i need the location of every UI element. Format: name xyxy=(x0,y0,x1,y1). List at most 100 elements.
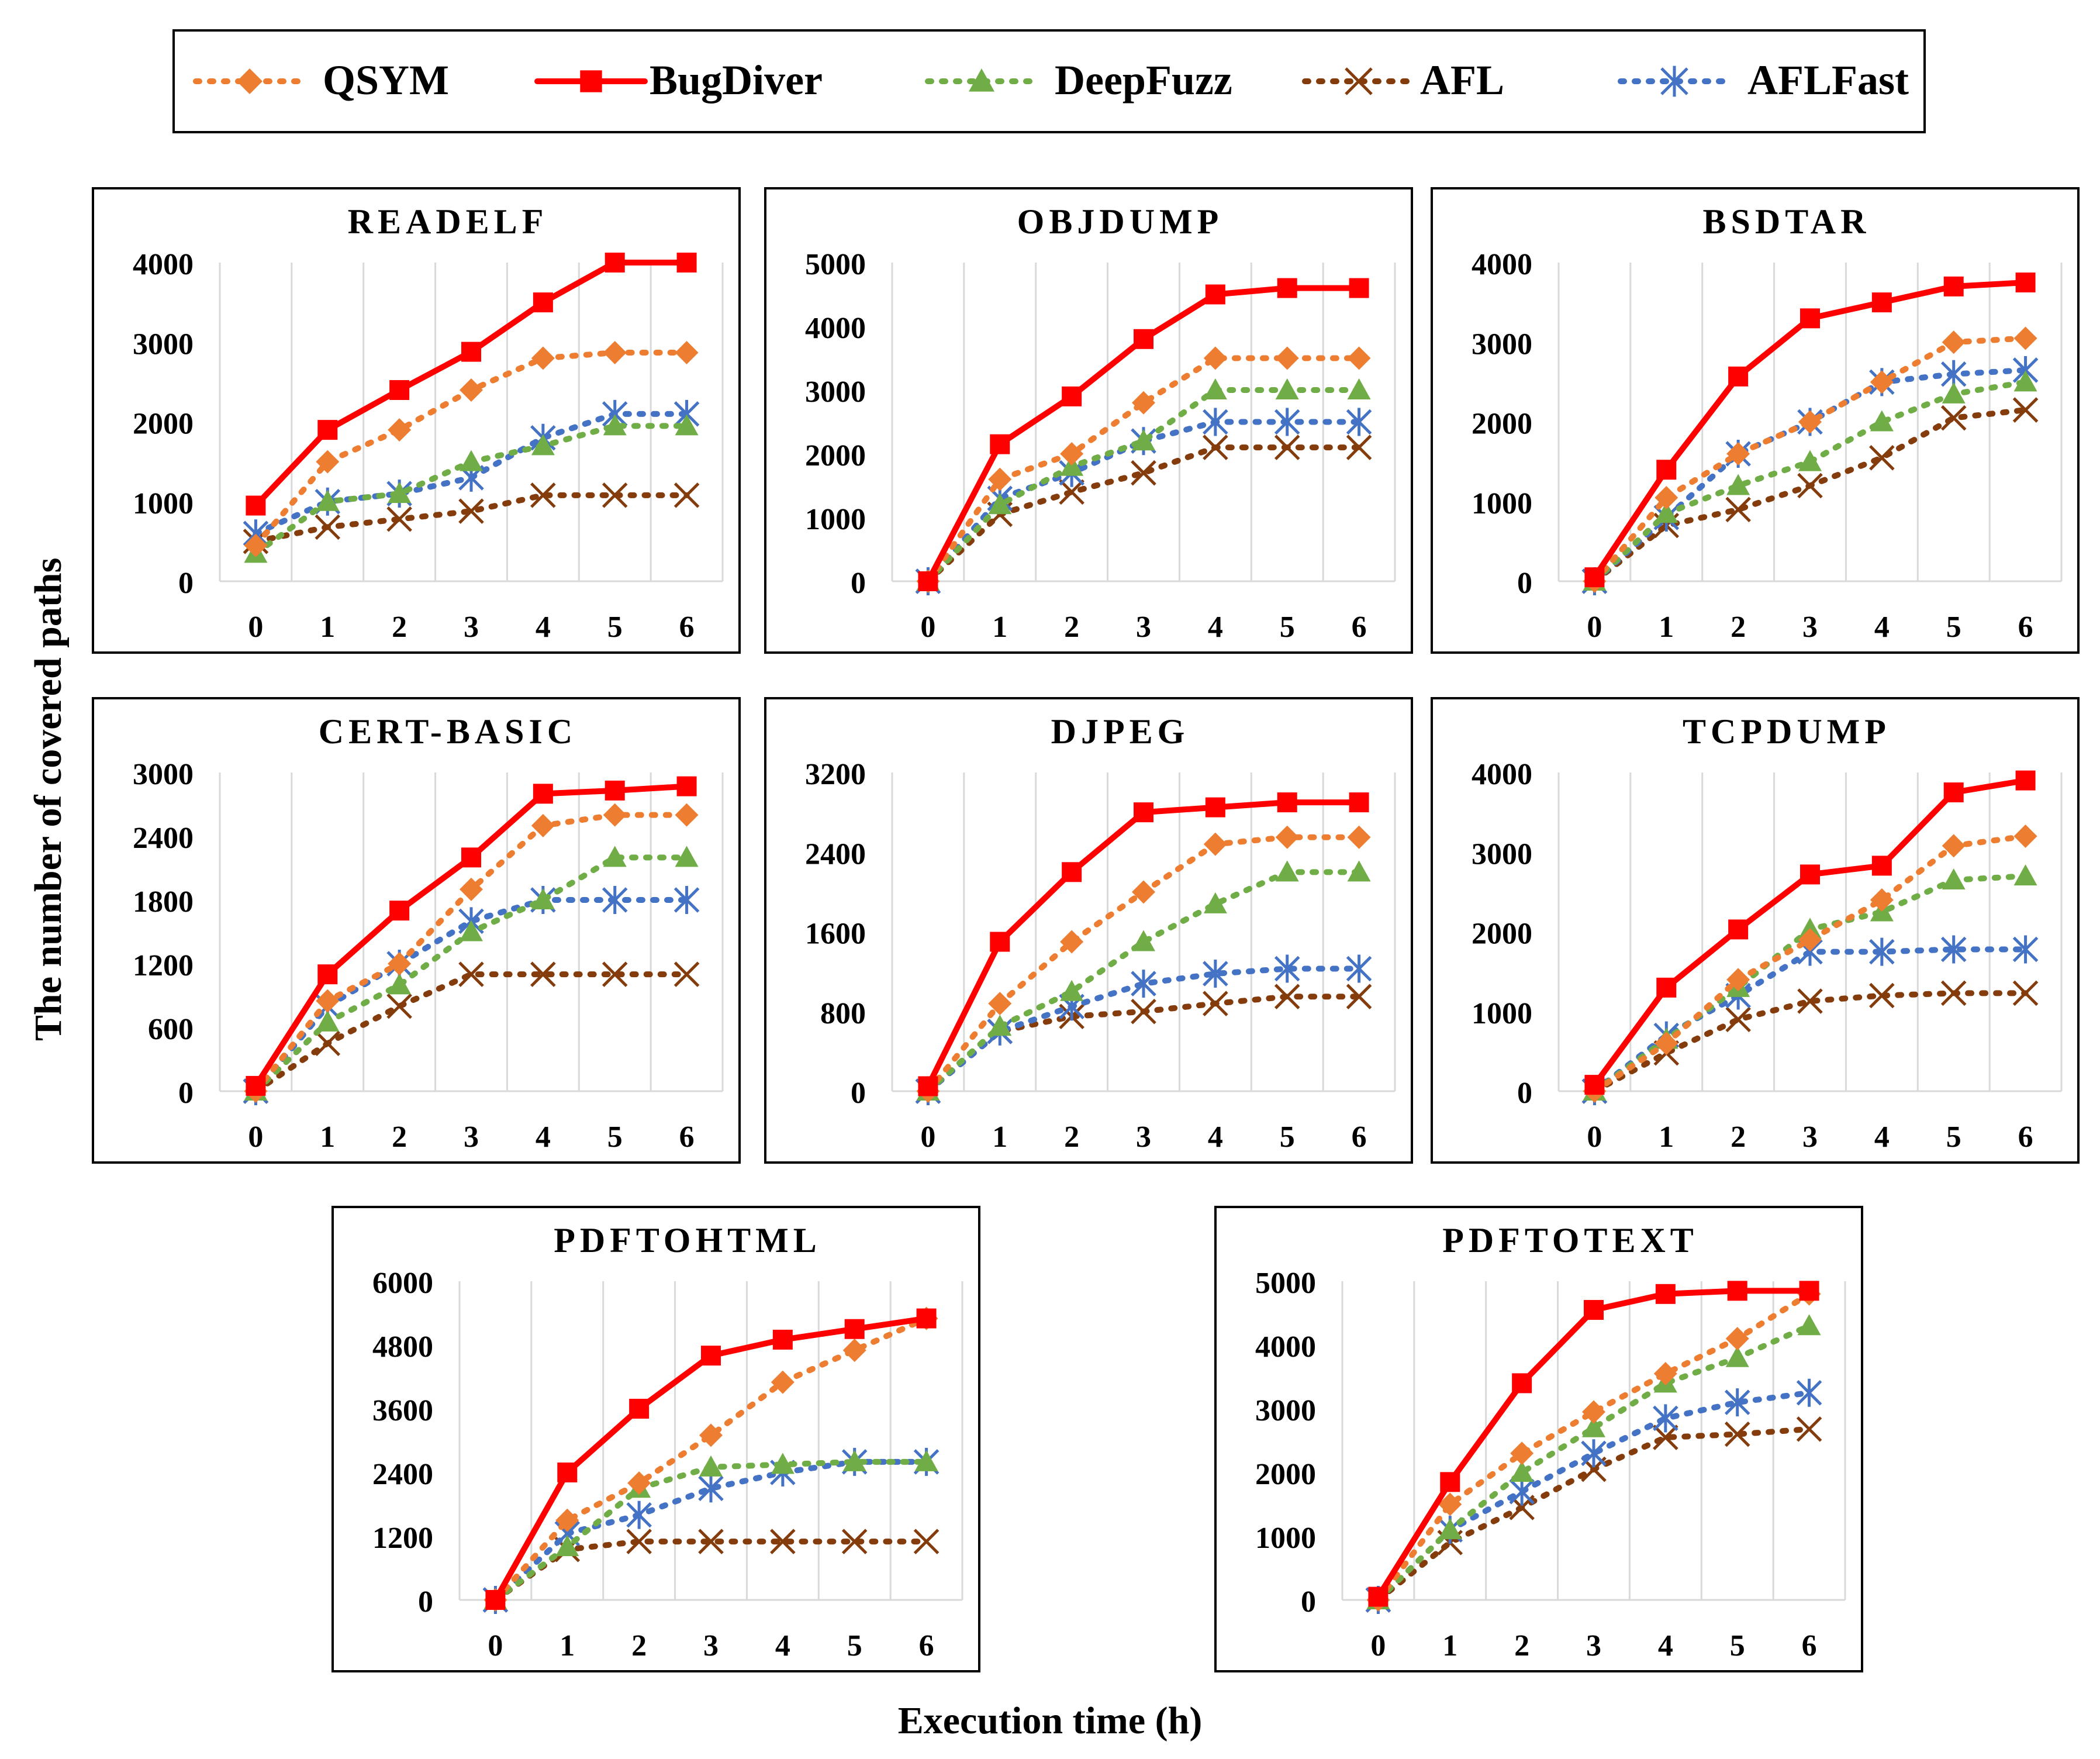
y-tick-label: 3000 xyxy=(1255,1394,1316,1427)
x-tick-label: 1 xyxy=(1659,611,1674,644)
data-point-deepfuzz xyxy=(316,1010,340,1032)
data-point-afl xyxy=(770,1529,796,1554)
data-point-qsym xyxy=(316,989,340,1013)
y-tick-label: 6000 xyxy=(372,1267,433,1300)
data-point-bugdiver xyxy=(389,901,410,921)
y-tick-label: 2000 xyxy=(805,439,866,472)
data-point-aflfast xyxy=(1203,408,1228,436)
data-point-qsym xyxy=(1653,1362,1677,1386)
y-tick-label: 0 xyxy=(1517,1077,1532,1110)
legend-label-afl: AFL xyxy=(1420,57,1504,104)
data-point-qsym xyxy=(460,378,483,402)
data-point-afl xyxy=(2012,980,2039,1006)
x-tick-label: 1 xyxy=(1659,1120,1674,1154)
data-point-aflfast xyxy=(1274,954,1300,983)
x-tick-label: 0 xyxy=(1587,1120,1602,1154)
legend-marker-qsym xyxy=(237,68,262,94)
data-point-afl xyxy=(386,506,412,532)
data-point-qsym xyxy=(1275,825,1299,849)
data-point-afl xyxy=(1797,988,1823,1014)
data-point-deepfuzz xyxy=(1655,502,1678,523)
data-point-bugdiver xyxy=(918,571,938,591)
series-afl xyxy=(243,482,700,554)
data-point-afl xyxy=(913,1529,940,1554)
y-tick-label: 4800 xyxy=(372,1330,433,1364)
chart-cert-basic: CERT-BASIC 0 600 1200 1800 2400 3000 0 1 2 3 4 5 6 xyxy=(133,712,724,1154)
y-tick-label: 0 xyxy=(178,1077,194,1110)
series-aflfast xyxy=(243,399,700,548)
chart-title: OBJDUMP xyxy=(1017,202,1224,241)
data-point-deepfuzz xyxy=(1798,450,1822,471)
data-point-afl xyxy=(1203,991,1228,1016)
y-tick-label: 3000 xyxy=(805,375,866,409)
data-point-afl xyxy=(315,514,341,540)
x-tick-label: 5 xyxy=(1280,611,1295,644)
series-qsym xyxy=(244,340,699,557)
data-point-qsym xyxy=(1725,1327,1749,1351)
chart-title: PDFTOHTML xyxy=(554,1221,821,1260)
data-point-bugdiver xyxy=(1799,1281,1819,1301)
y-tick-label: 0 xyxy=(1517,567,1532,600)
y-tick-label: 2400 xyxy=(372,1458,433,1491)
data-point-bugdiver xyxy=(772,1329,793,1350)
data-point-bugdiver xyxy=(485,1590,506,1610)
legend-swatch-deepfuzz xyxy=(925,68,1038,92)
series-deepfuzz xyxy=(1583,864,2037,1101)
data-point-aflfast xyxy=(1203,960,1228,988)
data-point-deepfuzz xyxy=(1942,868,1966,889)
x-tick-label: 3 xyxy=(1802,611,1818,644)
data-point-deepfuzz xyxy=(988,1015,1012,1036)
data-point-afl xyxy=(673,961,700,987)
data-point-bugdiver xyxy=(533,784,553,804)
x-tick-label: 0 xyxy=(488,1629,503,1663)
data-point-bugdiver xyxy=(1943,276,1964,296)
data-point-afl xyxy=(1653,1425,1678,1450)
y-tick-label: 3000 xyxy=(133,327,194,361)
data-point-afl xyxy=(1346,434,1372,460)
data-point-bugdiver xyxy=(629,1399,650,1419)
chart-title: BSDTAR xyxy=(1703,202,1871,241)
data-point-afl xyxy=(1274,984,1300,1009)
x-tick-label: 5 xyxy=(1730,1629,1745,1663)
x-tick-label: 3 xyxy=(1802,1120,1818,1154)
data-point-deepfuzz xyxy=(675,846,699,867)
data-point-deepfuzz xyxy=(1797,1314,1821,1336)
data-point-deepfuzz xyxy=(388,482,412,503)
series-qsym xyxy=(1583,825,2037,1103)
series-bugdiver xyxy=(1584,770,2036,1095)
data-point-qsym xyxy=(1203,346,1227,370)
data-point-qsym xyxy=(1582,1400,1605,1424)
data-point-afl xyxy=(626,1529,652,1554)
data-point-bugdiver xyxy=(1943,782,1964,803)
data-point-qsym xyxy=(603,340,627,364)
data-point-bugdiver xyxy=(1062,862,1082,882)
data-point-afl xyxy=(458,498,484,524)
y-tick-label: 3000 xyxy=(1472,327,1532,361)
data-point-deepfuzz xyxy=(1132,930,1155,951)
series-line-aflfast xyxy=(1591,946,2029,1094)
x-tick-label: 1 xyxy=(992,1120,1007,1154)
chart-djpeg: DJPEG 0 800 1600 2400 3200 0 1 2 3 4 5 6 xyxy=(805,712,1396,1154)
chart-pdftohtml: PDFTOHTML 0 1200 2400 3600 4800 6000 0 1 2 3 4 5 6 xyxy=(372,1221,963,1663)
series-bugdiver xyxy=(246,776,697,1096)
data-point-qsym xyxy=(1060,442,1084,465)
x-tick-label: 6 xyxy=(1352,611,1367,644)
series-qsym xyxy=(244,803,699,1103)
data-point-aflfast xyxy=(602,886,628,914)
data-point-aflfast xyxy=(1581,1439,1607,1468)
x-tick-label: 2 xyxy=(392,1120,407,1154)
data-point-bugdiver xyxy=(1584,1075,1605,1095)
data-point-bugdiver xyxy=(1871,856,1892,876)
x-tick-label: 3 xyxy=(703,1629,719,1663)
data-point-deepfuzz xyxy=(988,493,1012,515)
x-axis-label: Execution time (h) xyxy=(897,1699,1203,1742)
x-tick-label: 4 xyxy=(1874,1120,1890,1154)
panel-objdump: OBJDUMP 0 1000 2000 3000 4000 5000 0 1 2 3 4 5 6 xyxy=(764,187,1413,654)
data-point-aflfast xyxy=(1653,1404,1678,1433)
x-tick-label: 2 xyxy=(631,1629,647,1663)
data-point-qsym xyxy=(771,1370,795,1394)
y-tick-label: 1600 xyxy=(805,918,866,951)
data-point-bugdiver xyxy=(1584,1300,1604,1320)
data-point-bugdiver xyxy=(1800,864,1820,885)
y-tick-label: 2400 xyxy=(133,822,194,855)
